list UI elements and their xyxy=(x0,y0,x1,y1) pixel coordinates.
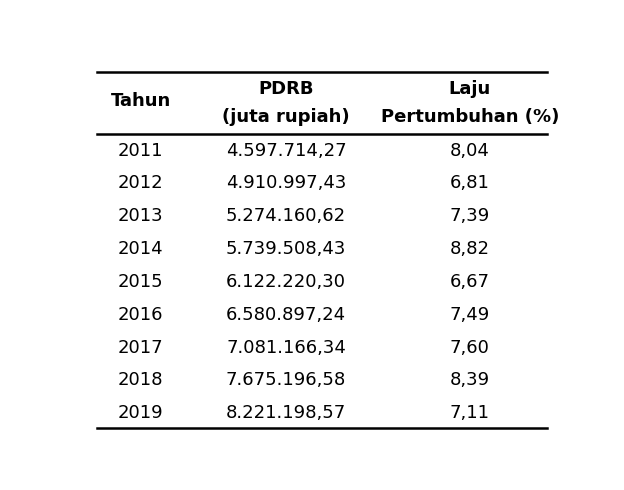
Text: 7,60: 7,60 xyxy=(450,339,490,357)
Text: 2019: 2019 xyxy=(118,404,163,422)
Text: 2011: 2011 xyxy=(118,142,163,160)
Text: 7.675.196,58: 7.675.196,58 xyxy=(226,371,346,390)
Text: 8,82: 8,82 xyxy=(450,240,490,258)
Text: 2014: 2014 xyxy=(118,240,163,258)
Text: 7,11: 7,11 xyxy=(450,404,490,422)
Text: 6.122.220,30: 6.122.220,30 xyxy=(226,273,346,291)
Text: 4.910.997,43: 4.910.997,43 xyxy=(226,174,346,193)
Text: 8.221.198,57: 8.221.198,57 xyxy=(226,404,346,422)
Text: 6,81: 6,81 xyxy=(450,174,490,193)
Text: PDRB: PDRB xyxy=(258,80,314,98)
Text: 2012: 2012 xyxy=(118,174,163,193)
Text: 7.081.166,34: 7.081.166,34 xyxy=(226,339,346,357)
Text: Pertumbuhan (%): Pertumbuhan (%) xyxy=(381,108,559,126)
Text: 2013: 2013 xyxy=(118,207,163,225)
Text: Tahun: Tahun xyxy=(110,92,171,110)
Text: Laju: Laju xyxy=(449,80,491,98)
Text: 8,39: 8,39 xyxy=(450,371,490,390)
Text: 2015: 2015 xyxy=(118,273,163,291)
Text: 2018: 2018 xyxy=(118,371,163,390)
Text: 2017: 2017 xyxy=(118,339,163,357)
Text: 8,04: 8,04 xyxy=(450,142,490,160)
Text: 5.274.160,62: 5.274.160,62 xyxy=(226,207,346,225)
Text: 7,39: 7,39 xyxy=(449,207,490,225)
Text: 6.580.897,24: 6.580.897,24 xyxy=(226,306,346,324)
Text: 4.597.714,27: 4.597.714,27 xyxy=(226,142,346,160)
Text: 6,67: 6,67 xyxy=(450,273,490,291)
Text: 2016: 2016 xyxy=(118,306,163,324)
Text: 5.739.508,43: 5.739.508,43 xyxy=(226,240,346,258)
Text: 7,49: 7,49 xyxy=(449,306,490,324)
Text: (juta rupiah): (juta rupiah) xyxy=(222,108,350,126)
